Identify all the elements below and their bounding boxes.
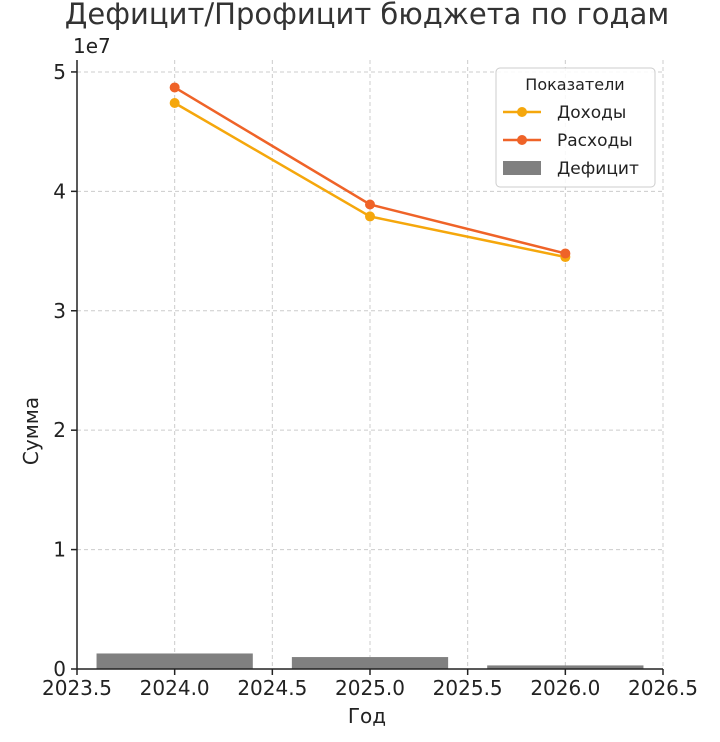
- y-offset-label: 1e7: [73, 34, 111, 58]
- legend-title: Показатели: [525, 75, 624, 94]
- x-tick-label: 2025.5: [433, 676, 503, 700]
- legend-marker: [517, 107, 527, 117]
- legend-marker: [517, 135, 527, 145]
- x-tick-label: 2023.5: [42, 676, 112, 700]
- x-tick-label: 2024.0: [140, 676, 210, 700]
- data-point: [365, 211, 375, 222]
- data-point: [169, 82, 180, 93]
- y-tick-label: 1: [53, 538, 66, 562]
- y-tick-label: 3: [53, 299, 66, 323]
- deficit-bar: [487, 665, 644, 669]
- y-axis-label: Сумма: [19, 397, 43, 465]
- x-axis-label: Год: [348, 704, 386, 728]
- axes: 2023.5 2024.0 2024.5 2025.0 2025.5 2026.0 2026…: [42, 60, 698, 700]
- legend-label: Дефицит: [557, 159, 639, 179]
- legend-swatch: [503, 161, 541, 175]
- y-tick-label: 4: [53, 179, 66, 203]
- legend-label: Расходы: [557, 131, 633, 151]
- legend-label: Доходы: [557, 103, 626, 123]
- deficit-bar: [291, 657, 449, 669]
- chart-title: Дефицит/Профицит бюджета по годам: [65, 0, 669, 31]
- data-point: [560, 248, 571, 259]
- x-tick-label: 2024.5: [237, 676, 307, 700]
- x-tick-label: 2025.0: [335, 676, 405, 700]
- x-tick-label: 2026.0: [530, 676, 600, 700]
- data-point: [365, 199, 375, 210]
- deficit-bar: [96, 653, 253, 669]
- legend: Показатели Доходы Расходы Дефицит: [495, 67, 656, 188]
- y-tick-label: 5: [53, 60, 66, 84]
- x-tick-label: 2026.5: [628, 676, 698, 700]
- series-lines: [169, 82, 571, 263]
- y-tick-label: 0: [53, 657, 66, 681]
- deficit-bars: [96, 653, 644, 669]
- legend-frame: [495, 67, 656, 188]
- y-tick-label: 2: [53, 418, 66, 442]
- data-point: [169, 97, 180, 108]
